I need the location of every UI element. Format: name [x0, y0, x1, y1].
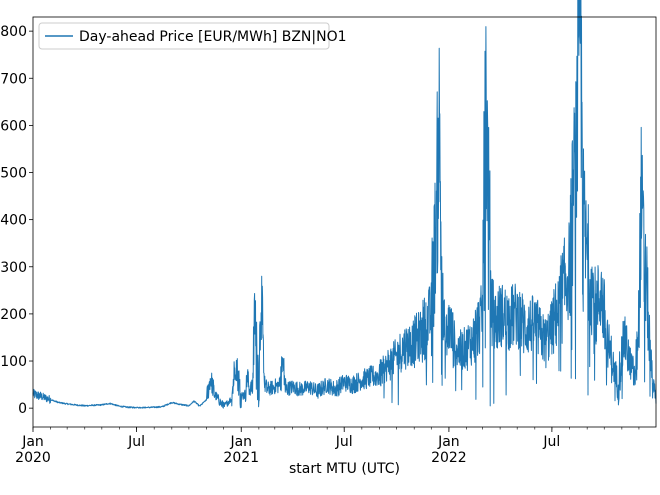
- x-tick-label: Jan: [437, 434, 460, 450]
- x-tick-label: Jul: [542, 434, 560, 450]
- legend: Day-ahead Price [EUR/MWh] BZN|NO1: [38, 22, 347, 50]
- y-tick-label: 500: [0, 166, 27, 182]
- legend-label: Day-ahead Price [EUR/MWh] BZN|NO1: [79, 29, 347, 45]
- x-tick-year-label: 2022: [431, 450, 467, 466]
- price-series-line: [32, 0, 657, 409]
- legend-box: [38, 22, 330, 50]
- x-axis-label: start MTU (UTC): [289, 461, 400, 477]
- y-tick-label: 400: [0, 213, 27, 229]
- x-tick-year-label: 2021: [223, 450, 259, 466]
- y-tick-label: 600: [0, 118, 27, 134]
- y-tick-label: 200: [0, 307, 27, 323]
- x-tick-label: Jan: [21, 434, 44, 450]
- y-tick-label: 100: [0, 354, 27, 370]
- x-tick-label: Jan: [229, 434, 252, 450]
- y-tick-label: 0: [18, 401, 27, 417]
- x-tick-year-label: 2020: [15, 450, 51, 466]
- plot-frame: [32, 16, 657, 428]
- y-tick-label: 300: [0, 260, 27, 276]
- y-tick-label: 800: [0, 24, 27, 40]
- x-tick-label: Jul: [127, 434, 145, 450]
- y-tick-label: 700: [0, 71, 27, 87]
- y-axis-ticks: 0 100 200 300 400 500 600 700 800: [0, 24, 33, 417]
- x-tick-label: Jul: [335, 434, 353, 450]
